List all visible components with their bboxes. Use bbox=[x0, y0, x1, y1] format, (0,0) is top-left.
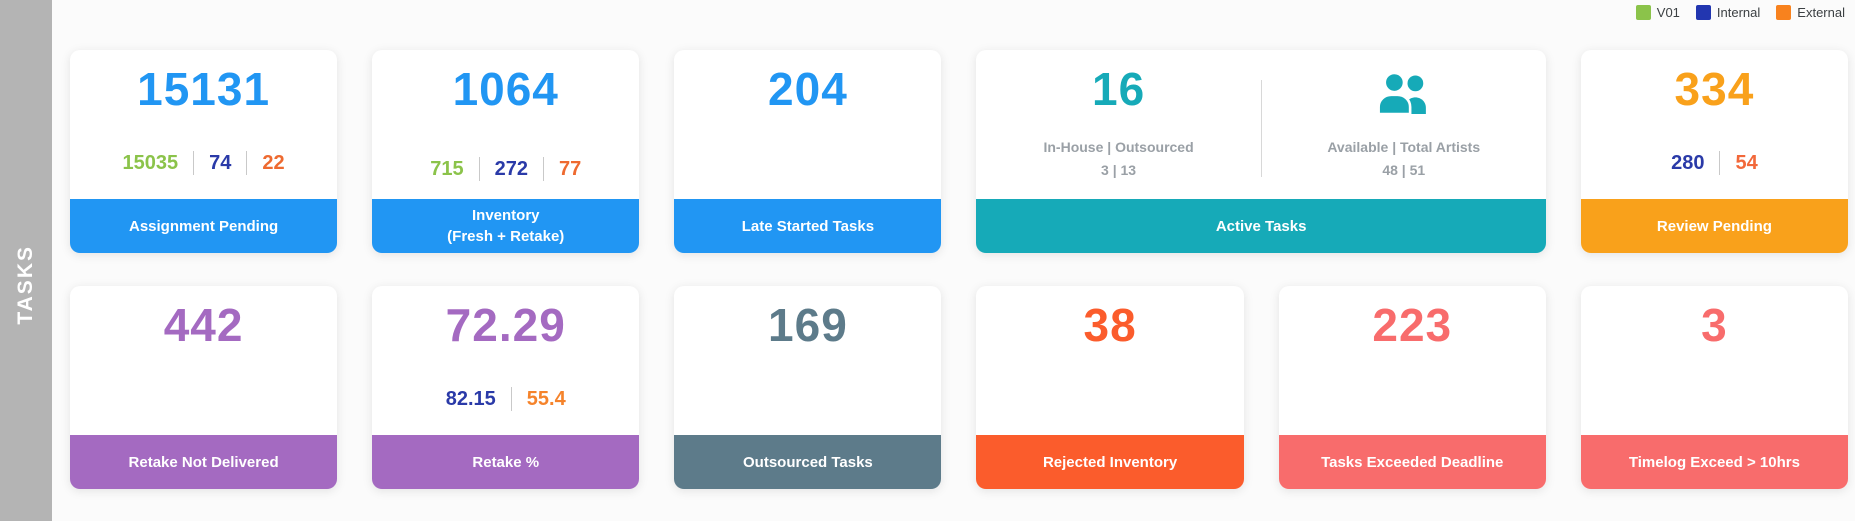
card-title-bar: Active Tasks bbox=[976, 199, 1546, 253]
divider bbox=[510, 387, 512, 411]
card-timelog-exceed[interactable]: 3 Timelog Exceed > 10hrs bbox=[1580, 286, 1848, 489]
card-inventory[interactable]: 1064 715 272 77 Inventory (Fresh + Retak… bbox=[372, 50, 640, 253]
card-title-bar: Retake % bbox=[372, 435, 640, 489]
card-value: 16 bbox=[1091, 63, 1146, 115]
card-value: 169 bbox=[768, 299, 848, 351]
card-value: 3 bbox=[1701, 299, 1728, 351]
card-title: Retake % bbox=[472, 453, 540, 471]
card-retake-percent[interactable]: 72.29 82.15 55.4 Retake % bbox=[372, 286, 640, 489]
divider bbox=[246, 151, 248, 175]
divider bbox=[542, 157, 544, 181]
card-value: 223 bbox=[1372, 299, 1453, 351]
legend-item-external[interactable]: External bbox=[1776, 5, 1845, 20]
card-title-bar: Review Pending bbox=[1580, 199, 1848, 253]
card-title-line1: Inventory bbox=[471, 207, 540, 224]
card-value: 334 bbox=[1674, 63, 1755, 115]
sub-internal: 74 bbox=[209, 151, 232, 174]
card-review-pending[interactable]: 334 280 54 Review Pending bbox=[1580, 50, 1848, 253]
external-swatch bbox=[1776, 5, 1792, 20]
internal-swatch bbox=[1695, 5, 1711, 20]
card-breakdown: 715 272 77 bbox=[430, 157, 581, 181]
legend-label: External bbox=[1797, 5, 1845, 20]
card-assignment-pending[interactable]: 15131 15035 74 22 Assignment Pending bbox=[70, 50, 338, 253]
card-late-started-tasks[interactable]: 204 Late Started Tasks bbox=[674, 50, 942, 253]
divider bbox=[193, 151, 195, 175]
available-total-artists-caption: Available | Total Artists bbox=[1327, 139, 1481, 156]
sub-internal: 82.15 bbox=[445, 387, 496, 410]
card-title-bar: Inventory (Fresh + Retake) bbox=[372, 199, 640, 253]
card-value: 1064 bbox=[452, 63, 559, 115]
card-title-bar: Late Started Tasks bbox=[674, 199, 942, 253]
sub-v01: 715 bbox=[430, 157, 464, 180]
legend-label: Internal bbox=[1716, 5, 1761, 20]
card-title-bar: Retake Not Delivered bbox=[70, 435, 338, 489]
card-title-bar: Timelog Exceed > 10hrs bbox=[1580, 435, 1848, 489]
sub-external: 55.4 bbox=[526, 387, 566, 410]
card-value: 15131 bbox=[137, 63, 271, 115]
card-retake-not-delivered[interactable]: 442 Retake Not Delivered bbox=[70, 286, 338, 489]
card-title: Tasks Exceeded Deadline bbox=[1321, 453, 1504, 471]
legend-label: V01 bbox=[1656, 5, 1680, 20]
active-tasks-left-pane: 16 In-House | Outsourced 3 | 13 bbox=[976, 50, 1260, 199]
sub-internal: 280 bbox=[1671, 151, 1705, 174]
card-value: 38 bbox=[1083, 299, 1137, 351]
card-title-bar: Outsourced Tasks bbox=[674, 435, 942, 489]
v01-swatch bbox=[1635, 5, 1651, 20]
available-total-artists-values: 48 | 51 bbox=[1382, 161, 1426, 178]
sub-external: 22 bbox=[262, 151, 285, 174]
artists-group-icon bbox=[1374, 72, 1434, 114]
card-outsourced-tasks[interactable]: 169 Outsourced Tasks bbox=[674, 286, 942, 489]
card-rejected-inventory[interactable]: 38 Rejected Inventory bbox=[976, 286, 1244, 489]
card-title: Timelog Exceed > 10hrs bbox=[1628, 453, 1800, 471]
card-title: Rejected Inventory bbox=[1042, 453, 1178, 471]
sub-internal: 272 bbox=[494, 157, 528, 180]
card-breakdown: 280 54 bbox=[1671, 151, 1758, 175]
card-title-line2: (Fresh + Retake) bbox=[447, 228, 565, 245]
card-tasks-exceeded-deadline[interactable]: 223 Tasks Exceeded Deadline bbox=[1278, 286, 1546, 489]
sub-v01: 15035 bbox=[122, 151, 179, 174]
active-tasks-right-pane: Available | Total Artists 48 | 51 bbox=[1262, 50, 1546, 199]
kpi-card-grid: 15131 15035 74 22 Assignment Pending 106… bbox=[70, 50, 1848, 489]
sub-external: 54 bbox=[1735, 151, 1758, 174]
legend-item-internal[interactable]: Internal bbox=[1695, 5, 1761, 20]
card-breakdown: 15035 74 22 bbox=[123, 151, 285, 175]
card-value: 72.29 bbox=[445, 299, 566, 351]
card-active-tasks[interactable]: 16 In-House | Outsourced 3 | 13 bbox=[976, 50, 1546, 253]
card-title-bar: Assignment Pending bbox=[70, 199, 338, 253]
card-title: Late Started Tasks bbox=[741, 217, 875, 235]
card-title: Active Tasks bbox=[1215, 217, 1307, 235]
divider bbox=[1719, 151, 1721, 175]
card-title: Retake Not Delivered bbox=[128, 453, 279, 471]
card-breakdown: 82.15 55.4 bbox=[446, 387, 566, 411]
card-value: 204 bbox=[768, 63, 848, 115]
chart-legend: V01 Internal External bbox=[1635, 5, 1845, 20]
card-title: Outsourced Tasks bbox=[743, 453, 873, 471]
sub-external: 77 bbox=[558, 157, 582, 180]
card-value: 442 bbox=[163, 299, 244, 351]
legend-item-v01[interactable]: V01 bbox=[1635, 5, 1680, 20]
card-title: Assignment Pending bbox=[128, 217, 279, 235]
inhouse-outsourced-values: 3 | 13 bbox=[1101, 161, 1137, 178]
sidebar-title: TASKS bbox=[14, 244, 37, 325]
tasks-sidebar-tab[interactable]: TASKS bbox=[0, 0, 52, 521]
inhouse-outsourced-caption: In-House | Outsourced bbox=[1043, 139, 1194, 156]
divider bbox=[478, 157, 480, 181]
card-title: Review Pending bbox=[1656, 217, 1772, 235]
card-title-bar: Tasks Exceeded Deadline bbox=[1278, 435, 1546, 489]
vertical-divider bbox=[1260, 80, 1262, 177]
card-title-bar: Rejected Inventory bbox=[976, 435, 1244, 489]
